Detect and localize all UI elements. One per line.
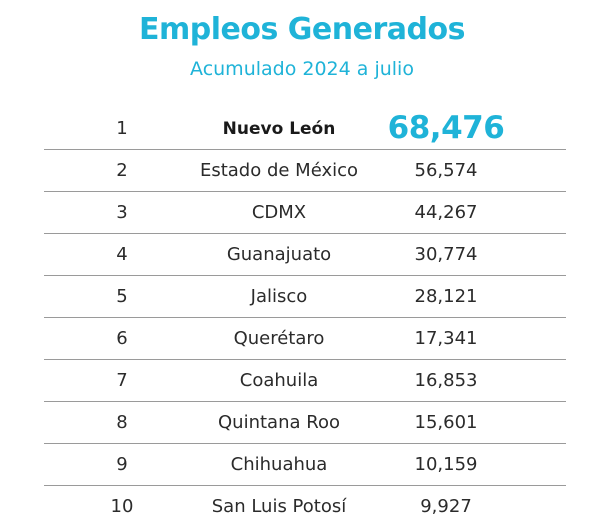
- rank-cell: 2: [116, 160, 128, 181]
- state-cell: Chihuahua: [230, 454, 328, 475]
- table-row: 5 Jalisco 28,121: [44, 276, 566, 318]
- rank-cell: 5: [116, 286, 128, 307]
- rank-cell: 1: [116, 118, 128, 139]
- table-row: 6 Querétaro 17,341: [44, 318, 566, 360]
- state-cell: Nuevo León: [222, 119, 336, 139]
- value-cell: 56,574: [414, 160, 478, 181]
- state-cell: Estado de México: [199, 160, 359, 181]
- value-cell: 17,341: [414, 328, 478, 349]
- chart-title: Empleos Generados: [139, 12, 465, 47]
- table-row: 3 CDMX 44,267: [44, 192, 566, 234]
- rank-cell: 9: [116, 454, 128, 475]
- table-row: 7 Coahuila 16,853: [44, 360, 566, 402]
- value-cell: 68,476: [387, 110, 505, 146]
- rank-cell: 8: [116, 412, 128, 433]
- table-row: 2 Estado de México 56,574: [44, 150, 566, 192]
- rank-cell: 10: [110, 496, 134, 517]
- table-row: 10 San Luis Potosí 9,927: [44, 486, 566, 528]
- table-row: 9 Chihuahua 10,159: [44, 444, 566, 486]
- rank-cell: 7: [116, 370, 128, 391]
- ranking-table: 1 Nuevo León 68,476 2 Estado de México 56,574…: [44, 108, 566, 528]
- state-cell: CDMX: [251, 202, 307, 223]
- value-cell: 30,774: [414, 244, 478, 265]
- state-cell: Coahuila: [239, 370, 319, 391]
- state-cell: Quintana Roo: [218, 412, 340, 433]
- table-row: 1 Nuevo León 68,476: [44, 108, 566, 150]
- value-cell: 28,121: [414, 286, 478, 307]
- state-cell: Jalisco: [250, 286, 308, 307]
- table-row: 8 Quintana Roo 15,601: [44, 402, 566, 444]
- state-cell: San Luis Potosí: [211, 496, 347, 517]
- chart-subtitle: Acumulado 2024 a julio: [190, 58, 414, 80]
- value-cell: 9,927: [420, 496, 472, 517]
- rank-cell: 4: [116, 244, 128, 265]
- value-cell: 16,853: [414, 370, 478, 391]
- value-cell: 10,159: [414, 454, 478, 475]
- state-cell: Querétaro: [233, 328, 325, 349]
- table-row: 4 Guanajuato 30,774: [44, 234, 566, 276]
- value-cell: 44,267: [414, 202, 478, 223]
- state-cell: Guanajuato: [226, 244, 332, 265]
- rank-cell: 6: [116, 328, 128, 349]
- value-cell: 15,601: [414, 412, 478, 433]
- rank-cell: 3: [116, 202, 128, 223]
